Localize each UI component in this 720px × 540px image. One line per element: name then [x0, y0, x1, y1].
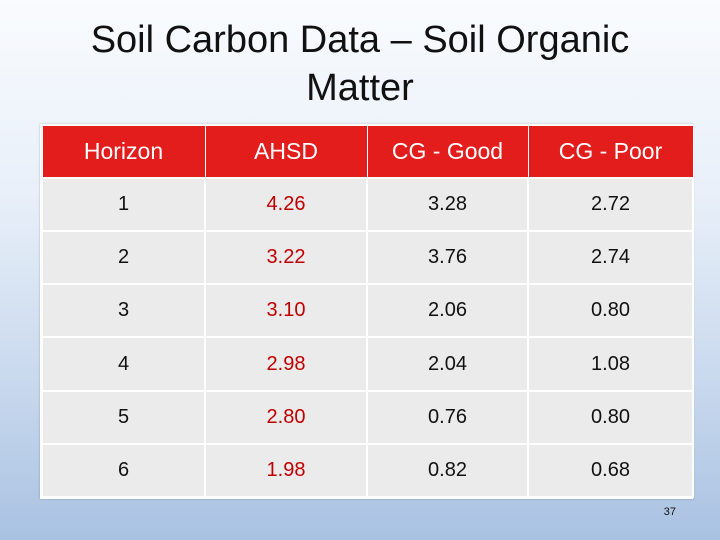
- cell-cg-good: 0.82: [366, 442, 529, 499]
- slide-title-line2: Matter: [306, 67, 414, 109]
- cell-cg-good: 2.04: [366, 336, 529, 392]
- cell-horizon: 3: [41, 283, 206, 339]
- table-row: 4 2.98 2.04 1.08: [41, 336, 694, 392]
- cell-cg-good: 3.76: [366, 230, 529, 286]
- table-header-row: Horizon AHSD CG - Good CG - Poor: [41, 125, 694, 179]
- table-row: 6 1.98 0.82 0.68: [41, 442, 694, 499]
- cell-cg-poor: 1.08: [527, 336, 694, 392]
- cell-cg-good: 3.28: [366, 176, 529, 233]
- table-row: 5 2.80 0.76 0.80: [41, 389, 694, 445]
- cell-ahsd: 2.80: [204, 389, 368, 445]
- cell-ahsd: 4.26: [204, 176, 368, 233]
- cell-horizon: 2: [41, 230, 206, 286]
- data-table-container: Horizon AHSD CG - Good CG - Poor 1 4.26 …: [40, 124, 694, 499]
- table-row: 1 4.26 3.28 2.72: [41, 176, 694, 233]
- cell-cg-poor: 0.80: [527, 283, 694, 339]
- page-number: 37: [663, 506, 676, 518]
- table-row: 3 3.10 2.06 0.80: [41, 283, 694, 339]
- cell-ahsd: 3.10: [204, 283, 368, 339]
- cell-cg-good: 0.76: [366, 389, 529, 445]
- header-cg-poor: CG - Poor: [527, 125, 694, 179]
- cell-ahsd: 3.22: [204, 230, 368, 286]
- cell-cg-poor: 0.80: [527, 389, 694, 445]
- cell-ahsd: 1.98: [204, 442, 368, 499]
- soil-organic-matter-table: Horizon AHSD CG - Good CG - Poor 1 4.26 …: [41, 125, 694, 499]
- cell-horizon: 1: [41, 176, 206, 233]
- cell-cg-poor: 2.72: [527, 176, 694, 233]
- slide-title-line1: Soil Carbon Data – Soil Organic: [90, 19, 630, 61]
- cell-horizon: 4: [41, 336, 206, 392]
- slide-title: Soil Carbon Data – Soil Organic Matter: [0, 16, 720, 112]
- header-horizon: Horizon: [41, 125, 206, 179]
- cell-cg-poor: 2.74: [527, 230, 694, 286]
- cell-horizon: 5: [41, 389, 206, 445]
- cell-cg-poor: 0.68: [527, 442, 694, 499]
- header-ahsd: AHSD: [204, 125, 368, 179]
- cell-ahsd: 2.98: [204, 336, 368, 392]
- table-row: 2 3.22 3.76 2.74: [41, 230, 694, 286]
- cell-horizon: 6: [41, 442, 206, 499]
- cell-cg-good: 2.06: [366, 283, 529, 339]
- header-cg-good: CG - Good: [366, 125, 529, 179]
